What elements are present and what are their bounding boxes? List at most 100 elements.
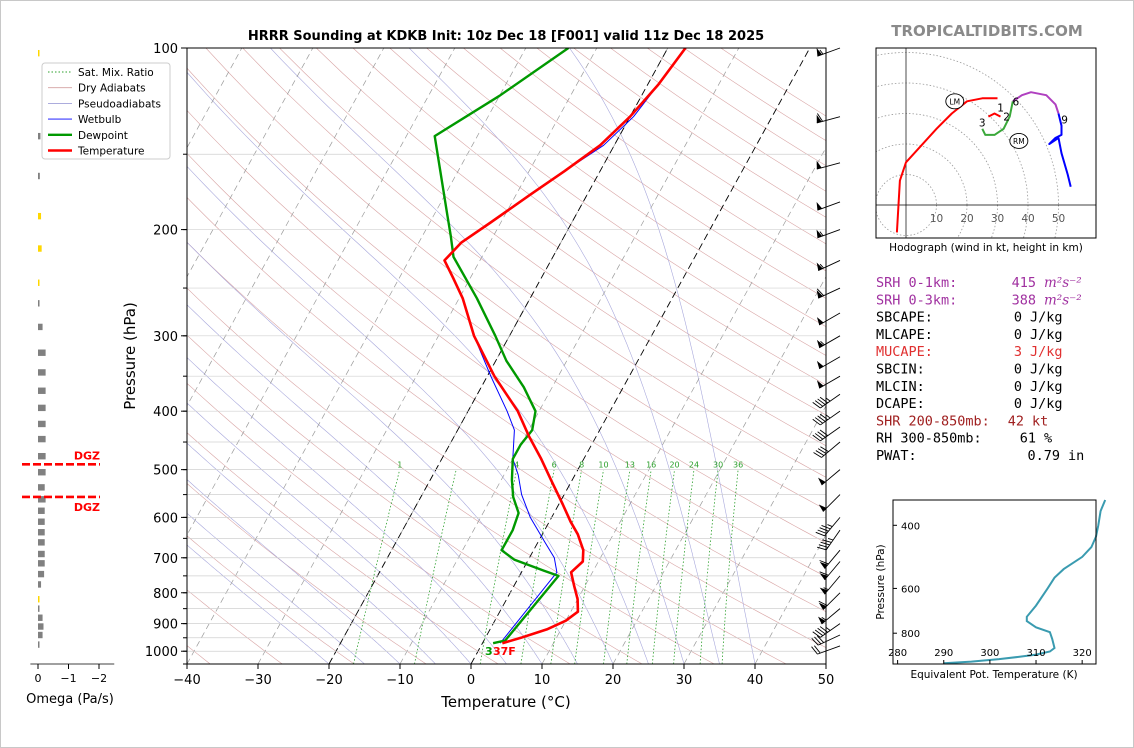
omega-bar	[38, 631, 43, 639]
mixing-ratio-label: 4	[514, 461, 519, 470]
barb-half	[821, 617, 827, 621]
index-label: PWAT:	[876, 448, 917, 464]
index-unit: J/kg	[1030, 396, 1063, 412]
barb-full	[819, 413, 828, 421]
wind-barb	[818, 494, 841, 512]
legend-label: Dewpoint	[78, 130, 128, 142]
mixing-ratio-line	[414, 469, 457, 664]
mixing-ratio-label: 20	[669, 461, 679, 470]
index-label: SBCIN:	[876, 362, 925, 378]
mixing-ratio-line	[520, 469, 555, 664]
barb-pennant	[818, 504, 827, 512]
index-value: 0	[1014, 327, 1022, 343]
hodograph-segment	[981, 101, 1014, 136]
hodograph-segment	[1048, 113, 1072, 187]
surface-dewpoint-label: 3	[485, 645, 493, 658]
index-value: 415	[1012, 275, 1036, 291]
index-unit: J/kg	[1030, 344, 1063, 360]
isotherm	[541, 146, 826, 664]
wind-barb	[818, 608, 841, 625]
pseudoadiabat	[187, 241, 578, 664]
wind-barb	[819, 561, 841, 581]
y-tick-label: 800	[153, 587, 178, 602]
barb-half	[825, 626, 831, 631]
wind-barb	[817, 529, 841, 551]
dry-adiabat	[279, 48, 826, 447]
hodograph-ring-label: 40	[1021, 213, 1034, 225]
mixing-ratio-line	[699, 469, 719, 664]
omega-tick-label: −1	[60, 672, 76, 685]
barb-full	[814, 400, 824, 407]
hodograph-content: 10 20 30 40 50 12 3 6 9 LM RM	[876, 48, 1096, 238]
skewt-x-ticks: −40 −30 −20 −10 0 10 20 30 40 50	[173, 664, 834, 688]
barb-staff	[817, 645, 841, 655]
theta-e-x-tick-label: 320	[1073, 648, 1092, 659]
barb-staff	[821, 608, 841, 625]
barb-full	[816, 635, 825, 643]
minus-twenty-isotherm	[328, 48, 669, 664]
barb-pennant	[816, 360, 824, 369]
skewt-chart: 1 4 6 8 10 13 16 20 24 30 36 −40 −30 −20 −10 0 10 20 30 40…	[121, 42, 841, 711]
omega-bar	[38, 387, 46, 394]
hodograph-ring-label: 30	[991, 213, 1004, 225]
barb-full	[814, 645, 821, 654]
x-tick-label: 0	[467, 673, 475, 688]
theta-e-x-tick-label: 310	[1026, 648, 1045, 659]
barb-pennant	[816, 290, 823, 299]
omega-bar	[38, 570, 45, 578]
mixing-ratio-line	[626, 469, 652, 664]
barb-full	[818, 544, 829, 548]
index-value: 0.79	[1027, 448, 1060, 464]
wind-barb	[813, 441, 841, 458]
omega-bar	[38, 550, 45, 558]
barb-full	[812, 418, 821, 426]
barb-pennant	[816, 160, 822, 170]
barb-full	[815, 531, 825, 537]
mixing-ratio-label: 13	[625, 461, 635, 470]
wind-barbs	[811, 47, 841, 655]
wind-barb	[812, 410, 841, 426]
y-tick-label: 300	[153, 330, 178, 345]
wind-barb	[816, 260, 841, 271]
mixing-ratio-label: 1	[397, 461, 402, 470]
x-tick-label: −10	[386, 673, 413, 688]
skewt-profiles	[433, 48, 687, 645]
y-tick-label: 600	[153, 511, 178, 526]
isotherm	[187, 48, 385, 407]
hodograph-ring-label: 20	[960, 213, 973, 225]
theta-e-x-tick-label: 300	[980, 648, 999, 659]
omega-bar	[38, 435, 46, 443]
dry-adiabat	[187, 67, 826, 544]
index-label: SBCAPE:	[876, 310, 933, 326]
legend-label: Wetbulb	[78, 114, 122, 126]
omega-bar	[38, 496, 46, 503]
barb-half	[819, 231, 824, 237]
hodograph-segment	[895, 97, 998, 233]
barb-full	[818, 600, 828, 606]
barb-full	[819, 626, 828, 633]
barb-full	[811, 637, 819, 646]
chart-title: HRRR Sounding at KDKB Init: 10z Dec 18 […	[248, 29, 764, 44]
index-unit: J/kg	[1030, 379, 1063, 395]
x-tick-label: −20	[315, 673, 342, 688]
index-value: 61	[1020, 431, 1036, 447]
theta-e-y-tick-label: 400	[901, 521, 920, 532]
omega-bar	[38, 279, 40, 286]
mixing-ratio-label: 30	[713, 461, 723, 470]
wind-barb	[816, 201, 841, 211]
omega-bar	[38, 369, 46, 376]
mixing-ratio-label: 24	[689, 461, 699, 470]
omega-bar	[38, 49, 40, 57]
omega-bar	[38, 529, 45, 536]
omega-bar	[38, 623, 44, 630]
legend-label: Temperature	[77, 146, 145, 158]
hodograph-height-label: 9	[1061, 115, 1068, 127]
storm-motion-marker	[1009, 132, 1029, 149]
barb-staff	[817, 47, 841, 57]
wind-barb	[811, 634, 841, 646]
mixing-ratio-line	[479, 469, 518, 664]
y-tick-label: 200	[153, 224, 178, 239]
index-label: RH 300-850mb:	[876, 431, 982, 447]
pseudoadiabat	[187, 402, 472, 664]
index-unit: J/kg	[1030, 310, 1063, 326]
